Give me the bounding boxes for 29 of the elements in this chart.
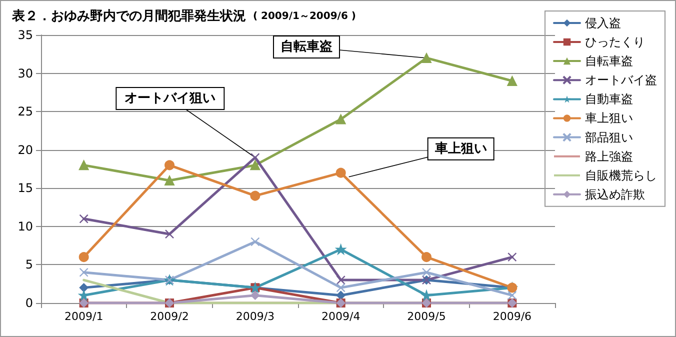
y-tick-label: 10 xyxy=(18,219,33,234)
y-tick-label: 25 xyxy=(18,104,33,119)
y-tick-label: 15 xyxy=(18,181,33,196)
y-tick-label: 20 xyxy=(18,142,33,157)
y-tick-label: 5 xyxy=(25,258,33,272)
y-tick-label: 35 xyxy=(18,28,33,42)
x-tick-label: 2009/2 xyxy=(150,310,189,323)
legend-label: 車上狙い xyxy=(585,111,633,126)
legend-label: 振込め詐欺 xyxy=(585,187,645,202)
legend-label: 侵入盗 xyxy=(585,16,621,30)
legend-label: 部品狙い xyxy=(585,130,633,144)
annotation: 自転車盗 xyxy=(280,39,332,54)
annotation: オートバイ狙い xyxy=(124,91,216,106)
legend-label: 路上強盗 xyxy=(585,149,633,164)
legend-label: 自販機荒らし xyxy=(585,168,657,182)
legend-label: ひったくり xyxy=(585,35,645,49)
chart-subtitle: ( 2009/1～2009/6 ) xyxy=(246,11,356,22)
y-tick-label: 0 xyxy=(25,296,33,310)
legend-label: オートバイ盗 xyxy=(585,73,657,88)
x-tick-label: 2009/5 xyxy=(407,310,446,323)
legend-label: 自転車盗 xyxy=(585,54,633,68)
y-tick-label: 30 xyxy=(18,66,33,80)
chart-title: 表２．おゆみ野内での月間犯罪発生状況 xyxy=(11,9,246,24)
x-tick-label: 2009/4 xyxy=(321,310,360,323)
x-tick-label: 2009/1 xyxy=(64,310,104,323)
x-tick-label: 2009/3 xyxy=(236,310,275,323)
x-tick-label: 2009/6 xyxy=(492,310,532,323)
annotation: 車上狙い xyxy=(434,141,487,156)
legend-label: 自動車盗 xyxy=(585,92,633,106)
